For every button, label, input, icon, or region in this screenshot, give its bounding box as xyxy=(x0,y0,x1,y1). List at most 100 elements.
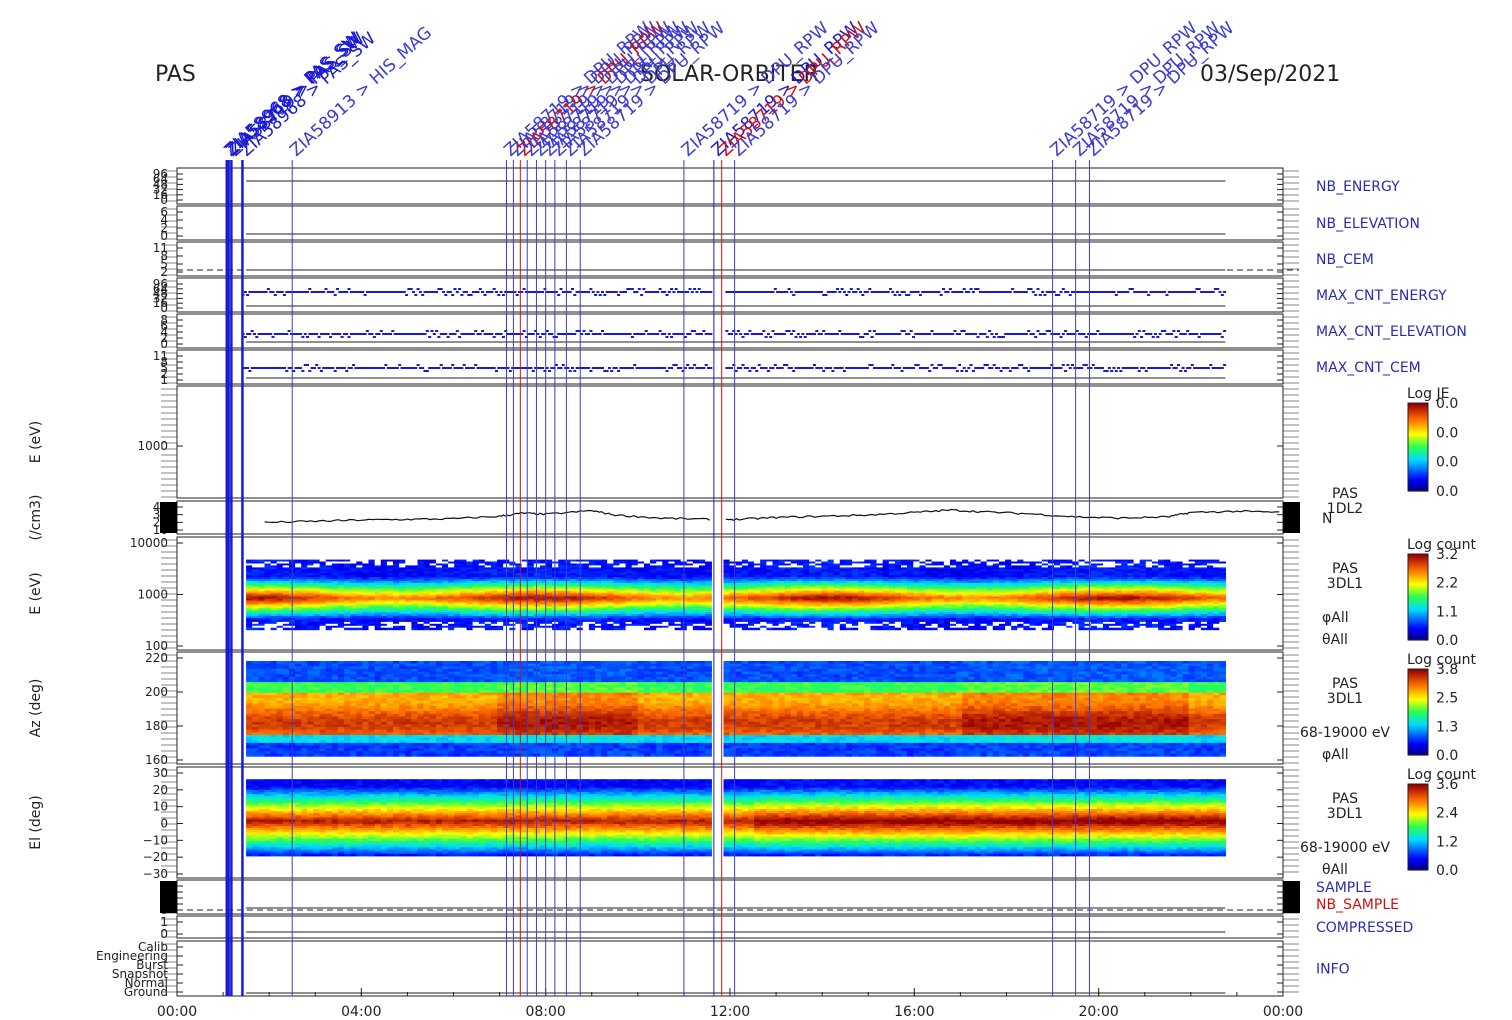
spectrogram-cell xyxy=(331,592,339,596)
panel-label: 1DL2 xyxy=(1327,501,1363,517)
spectrogram-cell xyxy=(527,600,535,603)
spectrogram-cell xyxy=(668,565,676,568)
spectrogram-cell xyxy=(962,600,969,603)
spectrogram-cell xyxy=(380,592,388,596)
spectrogram-cell xyxy=(258,563,266,566)
spectrogram-cell xyxy=(821,577,829,580)
spectrogram-cell xyxy=(558,625,565,629)
spectrogram-cell xyxy=(509,616,516,619)
spectrogram-cell xyxy=(784,614,792,617)
spectrogram-cell xyxy=(490,596,498,600)
spectrogram-cell xyxy=(246,590,253,594)
spectrogram-cell xyxy=(974,577,982,580)
spectrogram-cell xyxy=(472,618,480,621)
spectrogram-cell xyxy=(650,573,657,576)
spectrogram-cell xyxy=(509,573,516,576)
spectrogram-cell xyxy=(882,569,890,572)
spectrogram-cell xyxy=(515,590,523,594)
spectrogram-cell xyxy=(533,579,541,582)
spectrogram-cell xyxy=(509,575,516,578)
spectrogram-cell xyxy=(784,627,792,631)
spectrogram-cell xyxy=(986,612,994,615)
spectrogram-cell xyxy=(423,586,431,590)
spectrogram-cell xyxy=(570,608,578,611)
spectrogram-cell xyxy=(943,625,951,629)
spectrogram-cell xyxy=(901,594,908,598)
spectrogram-cell xyxy=(497,571,504,574)
spectrogram-cell xyxy=(527,608,535,611)
spectrogram-cell xyxy=(497,602,504,605)
spectrogram-cell xyxy=(276,569,284,572)
spectrogram-cell xyxy=(833,610,841,613)
panel-frame xyxy=(176,385,1284,499)
spectrogram-cell xyxy=(821,596,829,600)
spectrogram-cell xyxy=(662,608,669,611)
spectrogram-cell xyxy=(325,569,333,572)
spectrogram-cell xyxy=(723,563,731,566)
spectrogram-cell xyxy=(448,600,455,603)
spectrogram-cell xyxy=(264,596,272,600)
spectrogram-cell xyxy=(637,590,645,594)
spectrogram-cell xyxy=(619,583,627,586)
spectrogram-cell xyxy=(356,604,363,607)
spectrogram-cell xyxy=(741,600,749,603)
spectrogram-cell xyxy=(870,610,878,613)
spectrogram-cell xyxy=(729,623,737,627)
spectrogram-cell xyxy=(552,614,559,617)
spectrogram-cell xyxy=(656,581,663,584)
spectrogram-cell xyxy=(1029,627,1037,631)
instrument-label: PAS xyxy=(155,62,196,87)
spectrogram-cell xyxy=(411,592,419,596)
spectrogram-cell xyxy=(393,623,400,627)
spectrogram-cell xyxy=(656,610,663,613)
spectrogram-cell xyxy=(827,559,835,563)
spectrogram-cell xyxy=(998,602,1006,605)
spectrogram-cell xyxy=(901,577,908,580)
spectrogram-cell xyxy=(968,604,975,607)
spectrogram-cell xyxy=(515,588,523,592)
spectrogram-cell xyxy=(950,612,957,615)
spectrogram-cell xyxy=(766,616,774,619)
spectrogram-cell xyxy=(784,604,792,607)
spectrogram-cell xyxy=(986,569,994,572)
spectrogram-cell xyxy=(337,579,345,582)
spectrogram-cell xyxy=(754,559,761,563)
spectrogram-cell xyxy=(950,604,957,607)
spectrogram-cell xyxy=(882,600,890,603)
spectrogram-cell xyxy=(325,577,333,580)
spectrogram-cell xyxy=(692,616,700,619)
spectrogram-cell xyxy=(870,604,878,607)
spectrogram-cell xyxy=(595,598,602,601)
spectrogram-cell xyxy=(772,598,780,601)
spectrogram-cell xyxy=(595,618,602,621)
spectrogram-cell xyxy=(497,565,504,568)
spectrogram-cell xyxy=(399,559,406,563)
spectrogram-cell xyxy=(937,623,945,627)
spectrogram-cell xyxy=(380,584,388,588)
spectrogram-cell xyxy=(411,563,419,566)
spectrogram-cell xyxy=(546,579,553,582)
spectrogram-cell xyxy=(350,567,357,570)
spectrogram-cell xyxy=(374,598,382,601)
spectrogram-cell xyxy=(907,627,914,631)
spectrogram-cell xyxy=(662,623,669,627)
spectrogram-cell xyxy=(925,619,933,623)
spectrogram-cell xyxy=(527,604,535,607)
spectrogram-cell xyxy=(845,619,853,623)
spectrogram-cell xyxy=(258,619,266,623)
spectrogram-cell xyxy=(588,618,596,621)
spectrogram-cell xyxy=(435,575,443,578)
spectrogram-cell xyxy=(448,581,455,584)
spectrogram-cell xyxy=(1005,584,1012,588)
spectrogram-cell xyxy=(429,625,437,629)
spectrogram-cell xyxy=(558,612,565,615)
spectrogram-cell xyxy=(748,575,755,578)
spectrogram-cell xyxy=(582,627,590,631)
spectrogram-cell xyxy=(950,583,957,586)
spectrogram-cell xyxy=(907,583,914,586)
spectrogram-cell xyxy=(943,571,951,574)
spectrogram-cell xyxy=(925,606,933,609)
spectrogram-cell xyxy=(337,567,345,570)
spectrogram-cell xyxy=(1017,586,1024,590)
spectrogram-cell xyxy=(754,565,761,568)
